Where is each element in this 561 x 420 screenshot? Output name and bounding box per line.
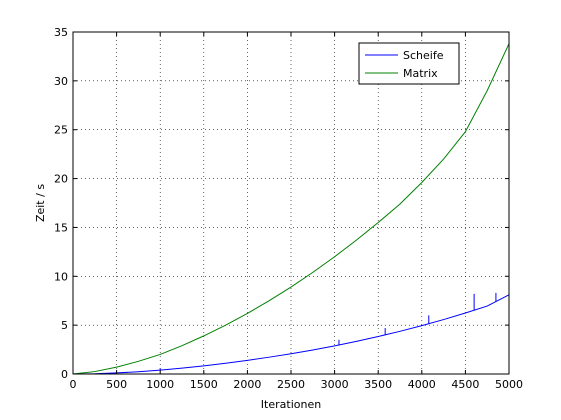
legend: Scheife Matrix [358, 42, 460, 85]
y-tick-label: 15 [54, 221, 68, 234]
grid-lines [73, 32, 509, 374]
y-axis-label: Zeit / s [34, 184, 47, 222]
series-line-scheife [72, 294, 510, 375]
y-tick-label: 5 [61, 319, 68, 332]
x-tick-label: 1500 [190, 378, 218, 391]
x-axis-label: Iterationen [261, 398, 321, 411]
x-tick-label: 0 [70, 378, 77, 391]
legend-label-matrix: Matrix [403, 67, 438, 80]
y-tick-label: 10 [54, 270, 68, 283]
legend-label-scheife: Scheife [403, 49, 444, 62]
x-axis-ticks: 0 500 1000 1500 2000 2500 3000 3500 4000 4500 5000 [70, 32, 523, 391]
y-tick-label: 25 [54, 124, 68, 137]
y-tick-label: 30 [54, 75, 68, 88]
x-tick-label: 3000 [321, 378, 349, 391]
x-tick-label: 2500 [277, 378, 305, 391]
series-layer [72, 43, 510, 375]
y-tick-label: 35 [54, 26, 68, 39]
y-tick-label: 0 [61, 368, 68, 381]
y-tick-label: 20 [54, 173, 68, 186]
x-tick-label: 5000 [495, 378, 523, 391]
x-tick-label: 4000 [408, 378, 436, 391]
x-tick-label: 4500 [451, 378, 479, 391]
x-tick-label: 1000 [146, 378, 174, 391]
legend-box [358, 42, 460, 85]
series-line-matrix [72, 43, 510, 375]
x-tick-label: 3500 [364, 378, 392, 391]
x-tick-label: 2000 [233, 378, 261, 391]
y-axis-ticks: 0 5 10 15 20 25 30 35 [54, 26, 509, 381]
x-tick-label: 500 [106, 378, 127, 391]
